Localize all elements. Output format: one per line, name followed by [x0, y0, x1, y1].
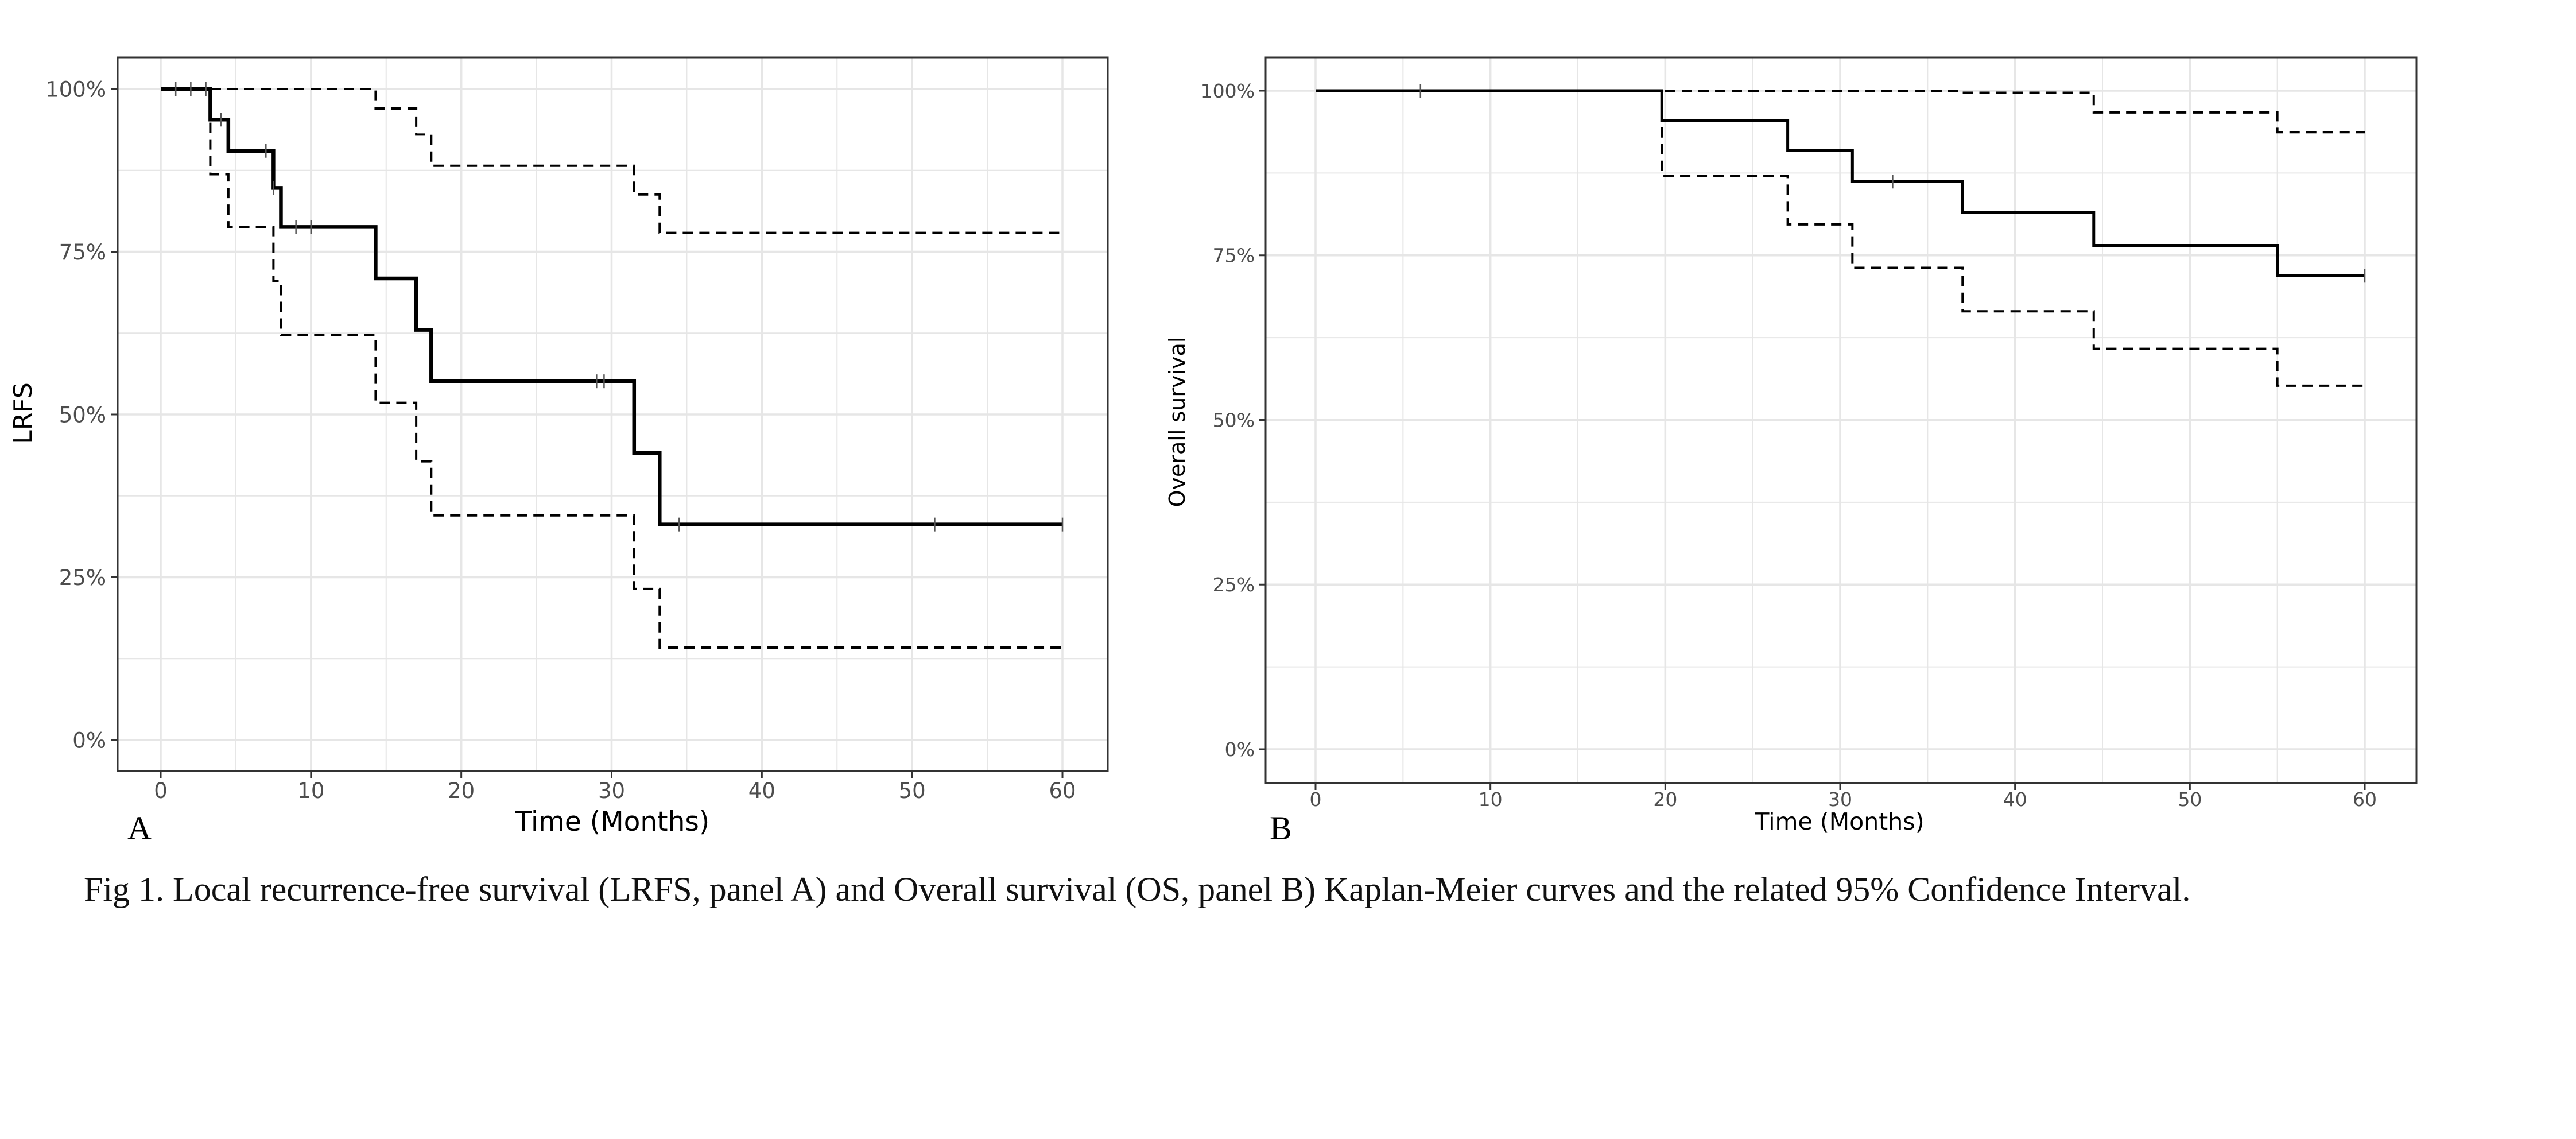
panel-b-y-tick-label: 100% [1201, 80, 1255, 102]
panel-a-x-tick-label: 50 [899, 778, 926, 803]
panel-a-x-tick-label: 10 [297, 778, 324, 803]
panel-a-y-tick-label: 100% [45, 77, 106, 102]
panel-a-y-axis-title: LRFS [9, 382, 38, 444]
panel-b-x-tick-label: 40 [2003, 788, 2027, 811]
panel-a-x-tick-label: 0 [154, 778, 168, 803]
panel-a-y-tick-label: 50% [59, 402, 106, 427]
panel-b-panel-label: B [1270, 809, 1292, 847]
panel-b-x-axis-title: Time (Months) [1754, 808, 1924, 835]
panel-a-x-tick-label: 40 [748, 778, 775, 803]
panel-b-upper-ci-line [1316, 90, 2365, 134]
panel-b-lower-ci-line [1316, 90, 2365, 387]
panel-b-chart: 0 10 20 30 40 50 60 0% 25% 50% 75% 100% Time (Months… [1165, 56, 2418, 847]
panel-a-x-axis-title: Time (Months) [515, 806, 709, 838]
panel-b-x-tick-label: 60 [2353, 788, 2377, 811]
panel-a-y-tick-label: 25% [59, 565, 106, 590]
panel-b-x-tick-label: 30 [1828, 788, 1852, 811]
panel-b-x-tick-label: 20 [1653, 788, 1677, 811]
panel-a-y-tick-label: 75% [59, 240, 106, 265]
panel-b-estimate-line [1316, 89, 2365, 277]
panel-a-x-tick-label: 60 [1049, 778, 1076, 803]
panel-b-y-axis-title: Overall survival [1165, 337, 1190, 507]
panel-a-x-tick-label: 30 [598, 778, 625, 803]
panel-b-y-tick-label: 25% [1213, 574, 1255, 596]
panel-a-y-tick-label: 0% [72, 728, 106, 753]
panel-b-x-tick-label: 50 [2178, 788, 2202, 811]
panel-b-x-tick-label: 0 [1310, 788, 1322, 811]
panel-b-y-tick-label: 75% [1213, 245, 1255, 267]
panel-a-x-tick-label: 20 [448, 778, 475, 803]
panel-b-y-tick-label: 50% [1213, 409, 1255, 431]
panel-b-x-tick-label: 10 [1479, 788, 1503, 811]
panel-a-panel-label: A [127, 809, 152, 847]
panel-a-estimate-line [161, 87, 1062, 526]
panel-b-y-tick-label: 0% [1225, 738, 1255, 761]
panel-a-chart: 0 10 20 30 40 50 60 0% 25% 50% 75% 100% Time (Months… [9, 56, 1109, 847]
figure-caption: Fig 1. Local recurrence-free survival (L… [84, 870, 2191, 908]
